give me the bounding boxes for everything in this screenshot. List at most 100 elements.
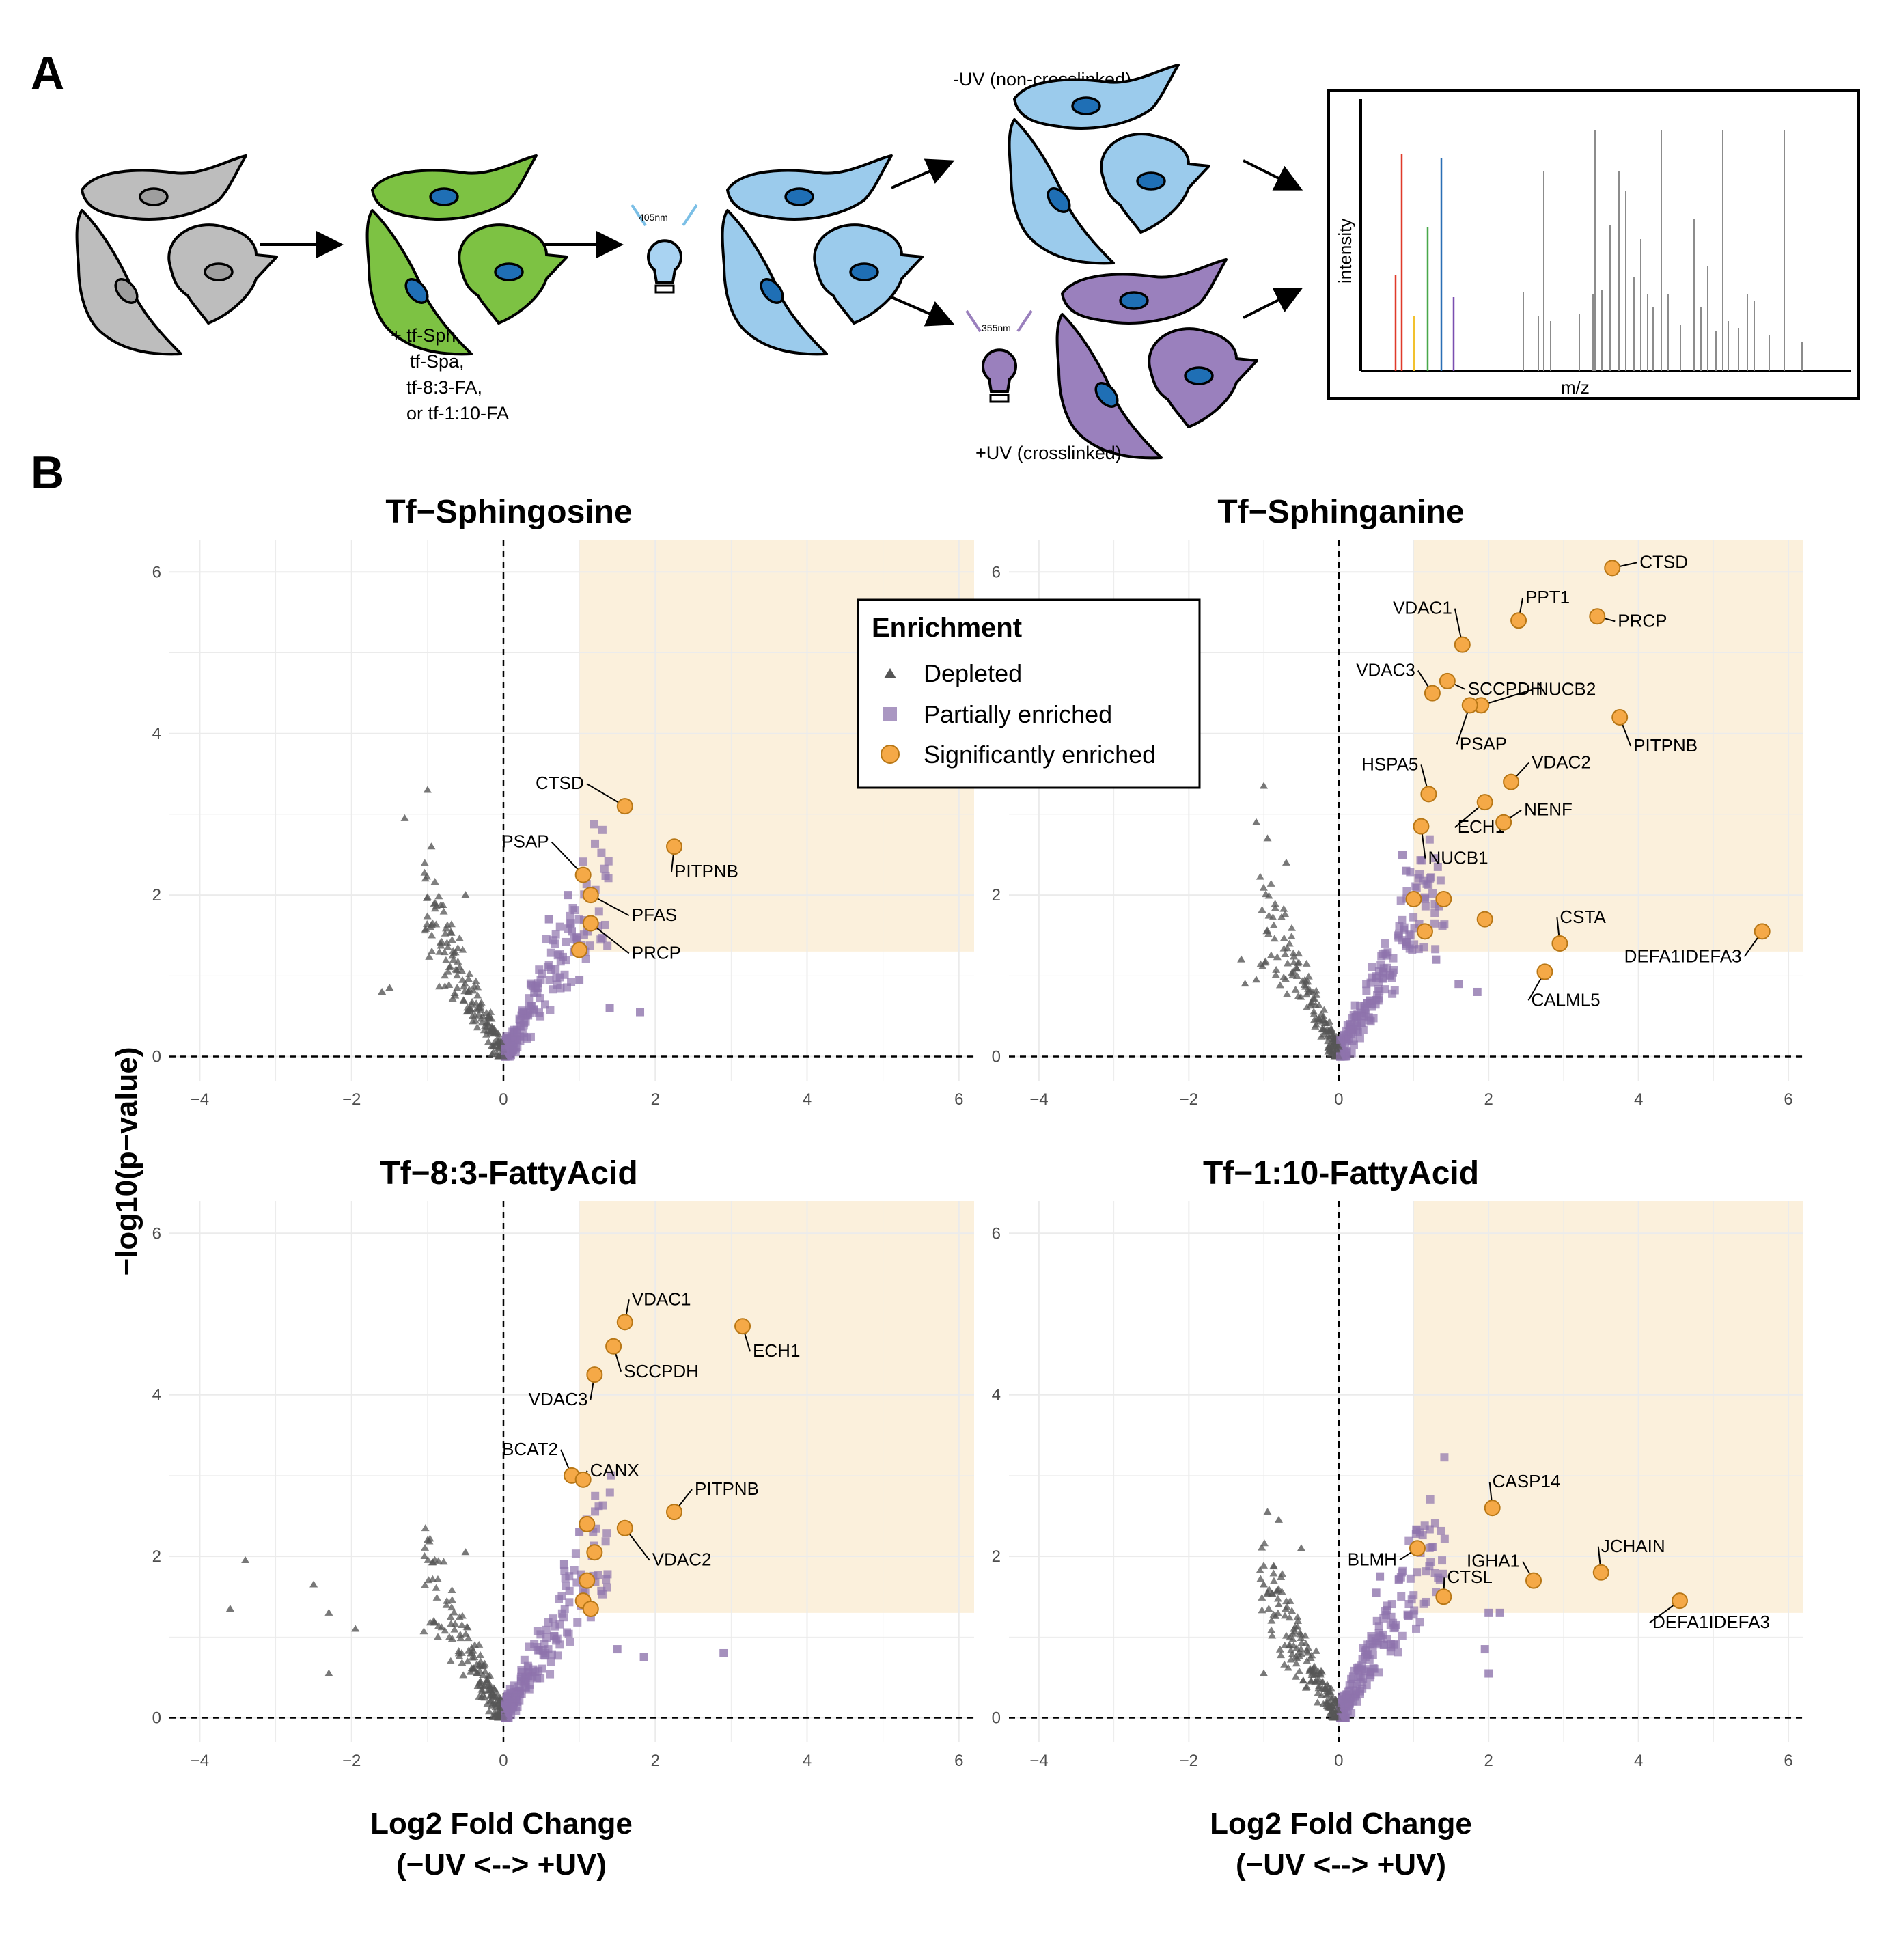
panel-a: A + tf-Sph, tf-Spa, tf-8:3-FA, or tf-1:1… bbox=[31, 47, 1860, 463]
significant-point bbox=[1424, 685, 1441, 702]
partial-point bbox=[1437, 1526, 1445, 1535]
partial-point bbox=[1480, 1645, 1489, 1654]
partial-point bbox=[502, 1032, 511, 1040]
protein-label: CASP14 bbox=[1493, 1471, 1561, 1491]
partial-point bbox=[566, 1637, 574, 1646]
depleted-point bbox=[447, 935, 456, 943]
depleted-point bbox=[1272, 965, 1281, 973]
depleted-point bbox=[1291, 1623, 1300, 1630]
significant-point bbox=[582, 915, 599, 932]
depleted-point bbox=[1297, 1544, 1305, 1551]
depleted-point bbox=[1288, 1650, 1297, 1657]
depleted-point bbox=[1283, 959, 1292, 967]
depleted-point bbox=[488, 1713, 497, 1720]
depleted-point bbox=[495, 1704, 504, 1711]
depleted-point bbox=[1289, 949, 1298, 956]
y-tick-label: 6 bbox=[992, 1224, 1001, 1243]
x-tick-label: 6 bbox=[954, 1090, 963, 1109]
x-tick-label: −4 bbox=[191, 1752, 209, 1770]
significant-point bbox=[1484, 1500, 1501, 1517]
depleted-point bbox=[433, 1575, 442, 1582]
partial-point bbox=[540, 1000, 549, 1009]
x-tick-label: 2 bbox=[651, 1752, 660, 1770]
x-axis-title-left-line1: Log2 Fold Change bbox=[370, 1807, 633, 1840]
depleted-point bbox=[449, 1608, 458, 1616]
depleted-point bbox=[434, 892, 443, 900]
depleted-point bbox=[1281, 910, 1290, 917]
partial-point bbox=[568, 927, 576, 936]
partial-point bbox=[719, 1648, 728, 1657]
depleted-point bbox=[1271, 900, 1279, 907]
depleted-point bbox=[1258, 1606, 1266, 1614]
depleted-point bbox=[470, 982, 479, 989]
partial-point bbox=[562, 983, 571, 992]
y-axis-title: −log10(p−value) bbox=[110, 1047, 143, 1275]
depleted-point bbox=[1273, 953, 1282, 961]
depleted-point bbox=[1286, 1641, 1294, 1648]
partial-point bbox=[1394, 1648, 1402, 1657]
depleted-point bbox=[434, 1633, 443, 1640]
significant-point bbox=[1454, 636, 1471, 653]
depleted-point bbox=[1324, 1682, 1333, 1689]
partial-point bbox=[1438, 922, 1447, 930]
depleted-point bbox=[1294, 1652, 1303, 1659]
depleted-point bbox=[1287, 932, 1296, 939]
partial-point bbox=[600, 920, 609, 929]
depleted-point bbox=[241, 1556, 250, 1564]
protein-label: PITPNB bbox=[674, 861, 738, 881]
depleted-point bbox=[472, 1669, 481, 1676]
depleted-point bbox=[1314, 1689, 1322, 1696]
depleted-point bbox=[1306, 986, 1315, 994]
depleted-point bbox=[499, 1052, 508, 1060]
partial-point bbox=[546, 1657, 555, 1666]
partial-point bbox=[598, 1501, 607, 1510]
depleted-point bbox=[1276, 1651, 1285, 1659]
depleted-point bbox=[446, 1657, 455, 1664]
depleted-point bbox=[456, 1631, 465, 1638]
depleted-point bbox=[484, 1038, 493, 1045]
partial-point bbox=[545, 976, 554, 984]
depleted-point bbox=[1299, 1676, 1307, 1684]
partial-point bbox=[1433, 862, 1442, 871]
significant-point bbox=[1604, 560, 1621, 577]
protein-label: VDAC1 bbox=[632, 1288, 691, 1309]
significant-point bbox=[1476, 911, 1493, 928]
depleted-point bbox=[1275, 981, 1284, 989]
ms-spectrum: intensity m/z bbox=[1327, 89, 1860, 400]
partial-point bbox=[1430, 1519, 1439, 1528]
partial-point bbox=[575, 976, 584, 984]
depleted-point bbox=[1293, 959, 1302, 967]
y-tick-label: 2 bbox=[152, 1547, 161, 1566]
depleted-point bbox=[464, 1646, 473, 1654]
depleted-point bbox=[428, 931, 437, 939]
depleted-point bbox=[484, 1020, 493, 1027]
significant-point bbox=[1592, 1564, 1609, 1581]
arrow-6 bbox=[1243, 288, 1303, 319]
protein-label: PITPNB bbox=[695, 1478, 759, 1499]
depleted-point bbox=[1325, 1687, 1334, 1695]
partial-point bbox=[591, 839, 600, 848]
partial-point bbox=[1379, 1640, 1388, 1649]
partial-point bbox=[579, 930, 588, 939]
partial-point bbox=[523, 1034, 531, 1043]
x-tick-label: 2 bbox=[651, 1090, 660, 1109]
arrow-5 bbox=[1243, 159, 1303, 191]
depleted-point bbox=[1260, 1669, 1269, 1676]
depleted-point bbox=[447, 1619, 456, 1627]
depleted-point bbox=[454, 943, 462, 951]
depleted-point bbox=[494, 1033, 503, 1040]
partial-point bbox=[607, 1471, 615, 1480]
partial-point bbox=[570, 1566, 579, 1575]
partial-point bbox=[522, 1674, 531, 1683]
depleted-point bbox=[447, 1596, 456, 1603]
depleted-point bbox=[1268, 1631, 1277, 1639]
depleted-point bbox=[424, 1556, 432, 1563]
y-tick-label: 0 bbox=[152, 1048, 161, 1066]
depleted-point bbox=[1281, 950, 1290, 958]
significance-region bbox=[1413, 1201, 1803, 1613]
x-tick-label: 6 bbox=[1784, 1752, 1792, 1770]
partial-point bbox=[566, 911, 574, 920]
protein-label: HSPA5 bbox=[1361, 754, 1418, 774]
depleted-point bbox=[421, 874, 430, 882]
y-tick-label: 4 bbox=[152, 1386, 161, 1405]
